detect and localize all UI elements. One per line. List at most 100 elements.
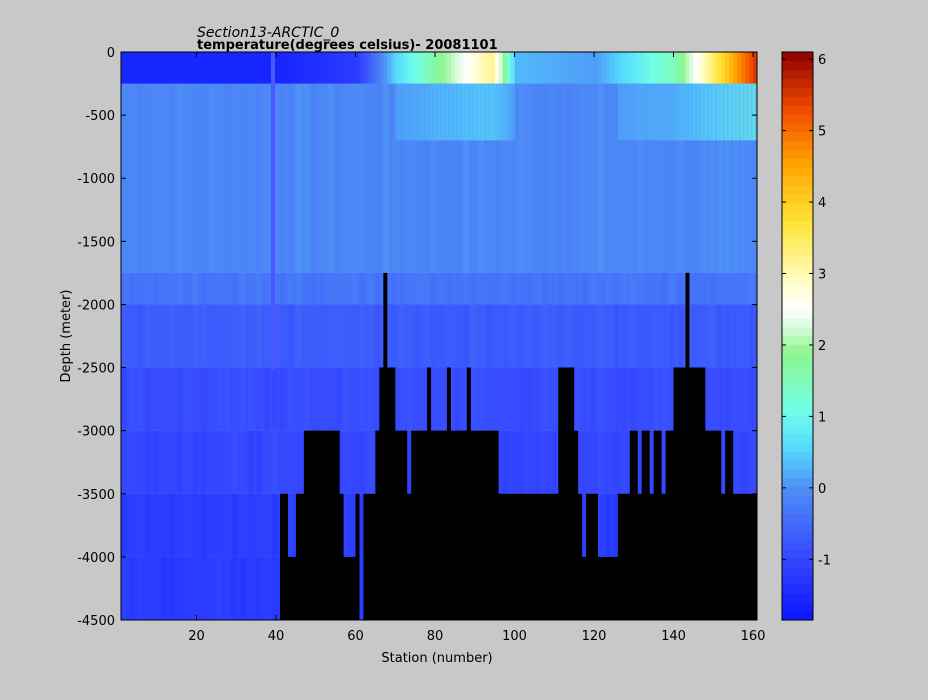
temperature-cell — [359, 304, 366, 368]
temperature-cell — [645, 367, 652, 431]
surface-cell — [526, 52, 532, 84]
y-tick-label: -3500 — [77, 488, 115, 503]
colorbar-band — [782, 433, 813, 443]
temperature-cell — [518, 272, 525, 305]
surface-cell — [749, 52, 754, 84]
temperature-cell — [303, 272, 310, 305]
temperature-cell — [232, 83, 238, 273]
temperature-cell — [256, 83, 262, 273]
temperature-cell — [613, 430, 620, 494]
surface-plume-cell — [502, 83, 508, 141]
surface-plume-cell — [403, 83, 408, 141]
temperature-cell — [200, 272, 207, 305]
temperature-cell — [574, 367, 580, 431]
temperature-cell — [439, 83, 445, 273]
temperature-cell — [248, 83, 254, 273]
surface-cell — [403, 52, 408, 84]
surface-cell — [121, 52, 126, 84]
temperature-cell — [709, 367, 715, 431]
temperature-cell — [295, 272, 302, 305]
surface-cell — [522, 52, 528, 84]
temperature-cell — [343, 304, 350, 368]
temperature-cell — [454, 83, 461, 273]
surface-cell — [435, 52, 440, 84]
temperature-cell — [518, 430, 525, 494]
temperature-cell — [446, 83, 453, 273]
temperature-cell — [240, 430, 246, 494]
temperature-cell — [200, 83, 207, 273]
temperature-cell — [391, 272, 397, 305]
colorbar-tick-label: -1 — [818, 553, 831, 568]
surface-cell — [590, 52, 595, 84]
temperature-cell — [184, 493, 191, 557]
surface-cell — [307, 52, 313, 84]
temperature-cell — [478, 83, 485, 273]
temperature-cell — [176, 272, 183, 305]
temperature-cell — [494, 83, 501, 273]
colorbar-band — [782, 149, 813, 159]
y-tick-label: -500 — [85, 109, 115, 124]
temperature-cell — [359, 367, 366, 431]
temperature-cell — [160, 367, 167, 431]
surface-cell — [454, 52, 460, 84]
temperature-cell — [200, 556, 207, 620]
temperature-cell — [415, 83, 421, 273]
colorbar-band — [782, 229, 813, 239]
temperature-cell — [160, 430, 167, 494]
temperature-cell — [311, 304, 318, 368]
y-tick-label: -4500 — [77, 614, 115, 629]
surface-cell — [530, 52, 535, 84]
colorbar-band — [782, 362, 813, 372]
temperature-cell — [526, 304, 533, 368]
y-tick-label: -1000 — [77, 172, 115, 187]
surface-cell — [578, 52, 583, 84]
surface-plume-cell — [621, 83, 627, 141]
surface-cell — [347, 52, 353, 84]
surface-plume-cell — [725, 83, 730, 141]
surface-cell — [458, 52, 464, 84]
colorbar-band — [782, 265, 813, 275]
temperature-cell — [661, 367, 668, 431]
temperature-cell — [502, 430, 509, 494]
temperature-cell — [542, 83, 549, 273]
temperature-cell — [733, 304, 739, 368]
temperature-cell — [311, 83, 318, 273]
surface-cell — [494, 52, 500, 84]
surface-cell — [601, 52, 607, 84]
temperature-cell — [367, 430, 374, 494]
temperature-cell — [224, 367, 231, 431]
temperature-cell — [144, 556, 151, 620]
temperature-cell — [335, 367, 342, 431]
surface-plume-cell — [399, 83, 404, 141]
surface-cell — [200, 52, 206, 84]
temperature-cell — [637, 430, 644, 494]
temperature-cell — [653, 367, 660, 431]
colorbar-ticks: -1 0 1 2 3 4 5 6 — [782, 53, 831, 568]
temperature-cell — [216, 367, 223, 431]
temperature-cell — [542, 304, 549, 368]
colorbar-band — [782, 531, 813, 541]
colorbar-band — [782, 185, 813, 195]
chart-title: Section13-ARCTIC_0 — [197, 25, 339, 41]
surface-plume-cell — [494, 83, 500, 141]
temperature-cell — [510, 430, 517, 494]
surface-cell — [645, 52, 651, 84]
surface-plume-cell — [721, 83, 726, 141]
temperature-cell — [160, 493, 167, 557]
temperature-cell — [677, 304, 684, 368]
temperature-cell — [335, 272, 342, 305]
temperature-cell — [351, 493, 358, 557]
surface-cell — [212, 52, 217, 84]
temperature-cell — [224, 272, 231, 305]
temperature-cell — [693, 304, 700, 368]
surface-plume-cell — [669, 83, 675, 141]
temperature-cell — [439, 367, 445, 431]
surface-cell — [311, 52, 317, 84]
colorbar-band — [782, 407, 813, 417]
surface-plume-cell — [411, 83, 416, 141]
surface-cell — [625, 52, 631, 84]
colorbar-band — [782, 353, 813, 364]
temperature-cell — [136, 367, 143, 431]
surface-cell — [510, 52, 516, 84]
